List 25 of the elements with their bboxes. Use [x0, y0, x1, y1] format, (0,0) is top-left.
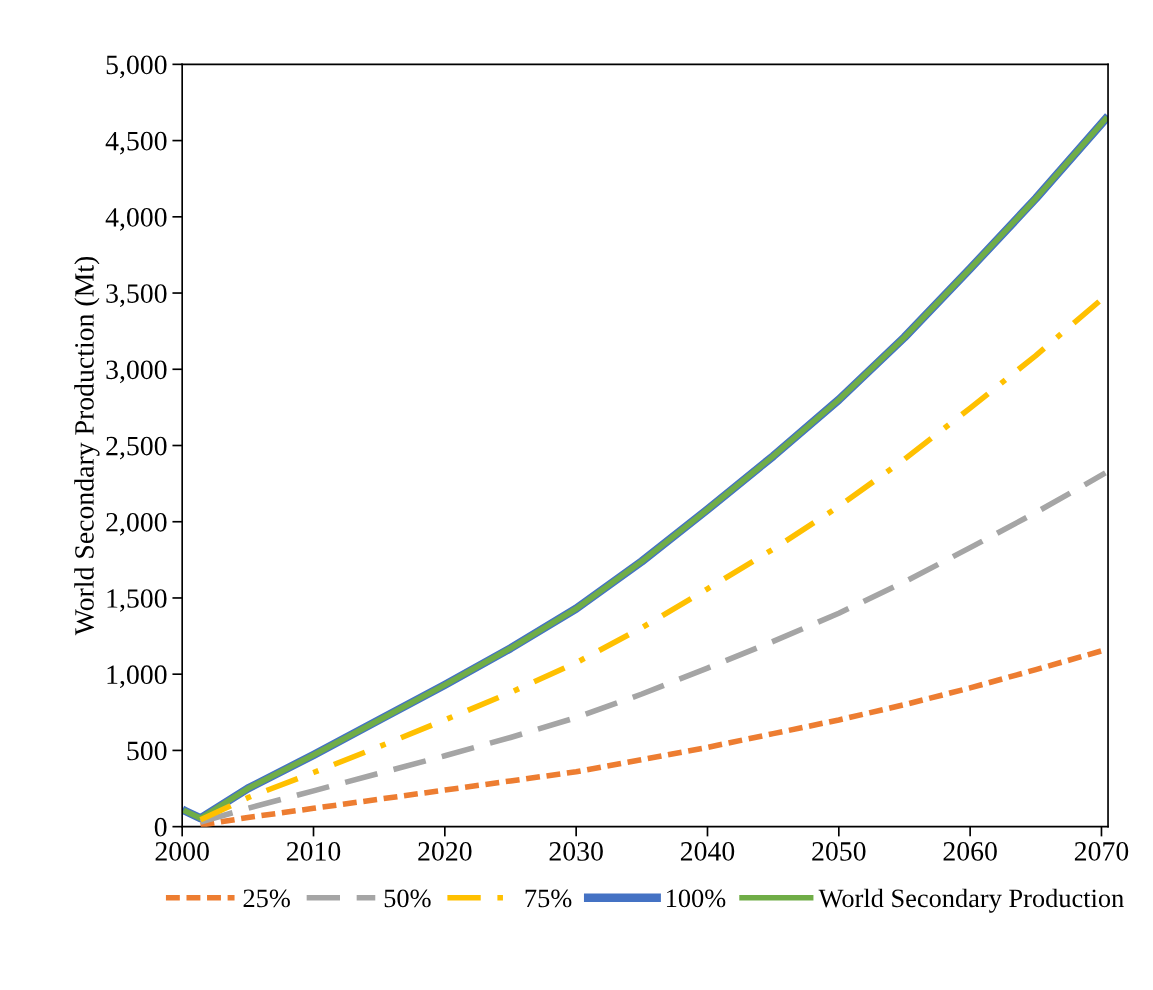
x-tick-label: 2020 [418, 842, 472, 861]
y-tick-label: 3,500 [106, 284, 167, 307]
x-tick-label: 2030 [549, 842, 603, 861]
y-tick-label: 0 [154, 817, 167, 837]
x-tick-label: 2050 [812, 842, 866, 861]
y-tick-label: 4,500 [105, 131, 167, 155]
y-tick-label: 1,000 [107, 665, 167, 689]
x-tick-label: 2040 [680, 842, 735, 861]
y-tick-label: 2,500 [106, 436, 167, 460]
y-tick-label: 3,000 [106, 360, 167, 384]
x-tick-label: 2010 [286, 842, 341, 861]
x-tick-label: 2000 [155, 842, 209, 861]
legend-label: 25% [243, 889, 290, 908]
legend-label: 100% [666, 889, 726, 908]
y-tick-label: 2,000 [106, 512, 167, 536]
y-tick-label: 1,500 [107, 589, 167, 612]
legend-label: World Secondary Production [818, 888, 1124, 913]
y-tick-label: 4,000 [105, 207, 167, 231]
x-tick-label: 2070 [1074, 842, 1129, 861]
legend-label: 75% [525, 889, 572, 908]
y-axis-title: World Secondary Production (Mt) [74, 256, 100, 636]
x-tick-label: 2060 [943, 842, 997, 861]
y-tick-label: 500 [127, 741, 167, 761]
legend-label: 50% [384, 889, 431, 908]
y-tick-label: 5,000 [106, 55, 167, 79]
